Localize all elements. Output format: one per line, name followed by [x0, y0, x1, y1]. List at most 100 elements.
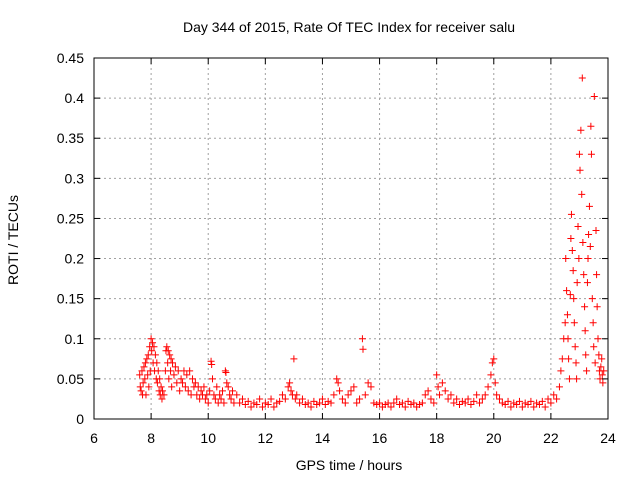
data-point [599, 379, 607, 387]
data-point [598, 371, 606, 379]
data-point [298, 395, 306, 403]
data-point [136, 383, 144, 391]
y-tick-label: 0.15 [57, 291, 84, 307]
data-point [473, 391, 481, 399]
data-point [176, 387, 184, 395]
data-point [158, 395, 166, 403]
data-point [491, 379, 499, 387]
y-tick-label: 0.05 [57, 371, 84, 387]
data-point [436, 391, 444, 399]
data-point [197, 387, 205, 395]
data-point [316, 399, 324, 407]
data-point [153, 359, 161, 367]
data-point [179, 379, 187, 387]
data-point [586, 243, 594, 251]
data-point [307, 403, 315, 411]
data-point [163, 343, 171, 351]
data-point [324, 397, 332, 405]
data-point [247, 403, 255, 411]
data-point [327, 399, 335, 407]
data-point [476, 399, 483, 407]
data-point [154, 367, 162, 375]
x-tick-label: 18 [429, 430, 445, 446]
data-point [421, 391, 429, 399]
data-point [333, 375, 341, 383]
data-point [264, 401, 272, 409]
data-point [301, 401, 309, 409]
data-point [208, 360, 216, 368]
y-tick-label: 0.25 [57, 210, 84, 226]
data-point [518, 403, 526, 411]
data-point [521, 399, 529, 407]
data-point [401, 403, 409, 411]
data-point [334, 379, 342, 387]
data-point [284, 383, 292, 391]
data-point [217, 395, 225, 403]
data-point [470, 397, 478, 405]
data-point [407, 401, 415, 409]
data-point [224, 383, 232, 391]
data-point [296, 399, 304, 407]
data-point [513, 401, 521, 409]
data-point [201, 395, 209, 403]
data-point [330, 391, 338, 399]
data-point [589, 319, 597, 327]
data-point [344, 391, 352, 399]
data-point [313, 401, 321, 409]
data-point [200, 383, 208, 391]
data-point [418, 399, 426, 407]
data-point [220, 399, 228, 407]
data-point [600, 367, 608, 375]
data-point [186, 367, 194, 375]
data-point [267, 395, 275, 403]
data-point [561, 319, 569, 327]
data-point [221, 367, 229, 375]
data-point [367, 383, 375, 391]
data-point [541, 403, 549, 411]
data-point [160, 391, 168, 399]
data-point [574, 222, 582, 230]
data-point [149, 339, 157, 347]
data-point [587, 150, 595, 158]
data-point [189, 375, 197, 383]
data-point [350, 383, 358, 391]
data-point [238, 395, 246, 403]
data-point [191, 379, 199, 387]
data-point [159, 387, 167, 395]
plot-frame [93, 57, 609, 420]
data-point [430, 399, 438, 407]
data-point [495, 395, 503, 403]
data-point [570, 319, 578, 327]
data-point [573, 279, 581, 287]
data-point [150, 343, 158, 351]
data-point [148, 347, 156, 355]
data-point [404, 397, 412, 405]
x-tick-label: 10 [200, 430, 216, 446]
x-tick-label: 20 [486, 430, 502, 446]
x-tick-label: 6 [90, 430, 98, 446]
data-point [571, 343, 579, 351]
data-point [478, 395, 486, 403]
data-point [595, 351, 603, 359]
data-point [209, 375, 217, 383]
data-point [142, 391, 150, 399]
y-tick-label: 0.3 [65, 170, 85, 186]
data-point [167, 367, 175, 375]
data-point [481, 391, 489, 399]
data-point [434, 383, 442, 391]
data-point [587, 122, 595, 130]
data-point [141, 359, 149, 367]
data-point [527, 397, 535, 405]
data-point [144, 351, 152, 359]
data-point [153, 379, 161, 387]
data-point [321, 401, 329, 409]
data-point [140, 363, 148, 371]
data-point [228, 387, 236, 395]
data-point [456, 401, 464, 409]
data-point [364, 379, 372, 387]
data-point [241, 401, 249, 409]
data-point [593, 271, 601, 279]
data-point [597, 363, 605, 371]
data-point [356, 395, 364, 403]
data-points [136, 74, 608, 411]
